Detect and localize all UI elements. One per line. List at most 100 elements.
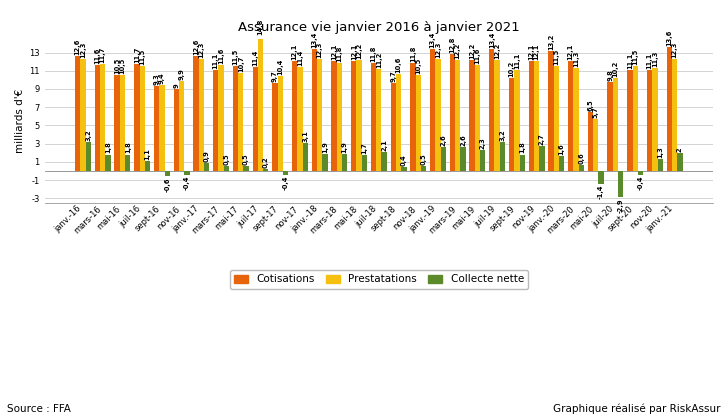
Bar — [440, 147, 446, 171]
Bar — [194, 56, 199, 171]
Text: 1,1: 1,1 — [144, 148, 151, 160]
Text: 6,5: 6,5 — [587, 99, 593, 111]
Bar — [154, 86, 159, 171]
Bar — [283, 171, 288, 175]
Text: 11,4: 11,4 — [297, 50, 303, 66]
Text: 12,2: 12,2 — [469, 42, 475, 59]
Bar — [657, 159, 663, 171]
Bar — [500, 142, 505, 171]
Bar — [529, 61, 534, 171]
Text: 0,5: 0,5 — [223, 154, 229, 165]
Text: 11,6: 11,6 — [218, 48, 224, 64]
Bar — [618, 171, 623, 197]
Bar — [559, 156, 564, 171]
Bar — [607, 82, 613, 171]
Title: Assurance vie janvier 2016 à janvier 2021: Assurance vie janvier 2016 à janvier 202… — [238, 20, 520, 33]
Text: Graphique réalisé par RiskAssur: Graphique réalisé par RiskAssur — [553, 403, 721, 414]
Text: 12,1: 12,1 — [331, 43, 337, 60]
Bar — [401, 167, 406, 171]
Bar — [489, 49, 494, 171]
Text: 0,5: 0,5 — [243, 154, 249, 165]
Bar — [376, 69, 381, 171]
Bar — [652, 68, 657, 171]
Text: 13,4: 13,4 — [488, 31, 495, 48]
Text: 12,2: 12,2 — [455, 42, 461, 59]
Text: 12,1: 12,1 — [534, 43, 539, 60]
Bar — [638, 171, 643, 175]
Text: 3,1: 3,1 — [302, 130, 308, 142]
Bar — [514, 70, 520, 171]
Text: 9: 9 — [173, 83, 179, 88]
Text: -0,4: -0,4 — [282, 176, 288, 190]
Text: 10,5: 10,5 — [119, 58, 125, 74]
Bar — [509, 78, 514, 171]
Text: 13,6: 13,6 — [666, 30, 673, 46]
Bar — [337, 64, 342, 171]
Bar — [297, 67, 303, 171]
Legend: Cotisations, Prestatations, Collecte nette: Cotisations, Prestatations, Collecte net… — [229, 270, 528, 289]
Text: 1,8: 1,8 — [105, 142, 111, 153]
Text: 11,8: 11,8 — [371, 46, 376, 62]
Bar — [598, 171, 604, 184]
Text: 10,4: 10,4 — [277, 59, 283, 75]
Bar — [548, 51, 554, 171]
Text: 12,3: 12,3 — [435, 41, 441, 58]
Text: 10,5: 10,5 — [415, 58, 422, 74]
Text: 11,3: 11,3 — [573, 51, 579, 67]
Bar — [494, 60, 500, 171]
Bar — [323, 154, 328, 171]
Text: 11,1: 11,1 — [646, 52, 652, 69]
Text: 14,8: 14,8 — [258, 19, 264, 35]
Text: 11,1: 11,1 — [627, 52, 633, 69]
Bar — [213, 70, 218, 171]
Text: 10,5: 10,5 — [114, 58, 120, 74]
Text: 11,1: 11,1 — [213, 52, 218, 69]
Bar — [593, 119, 598, 171]
Text: 11,7: 11,7 — [134, 47, 140, 63]
Text: 11,4: 11,4 — [252, 50, 258, 66]
Bar — [554, 66, 559, 171]
Text: 0,6: 0,6 — [578, 153, 585, 164]
Bar — [258, 36, 263, 171]
Text: 0,9: 0,9 — [204, 150, 210, 162]
Bar — [342, 154, 347, 171]
Text: -0,4: -0,4 — [184, 176, 190, 190]
Text: 2,6: 2,6 — [440, 135, 446, 146]
Bar — [613, 78, 618, 171]
Bar — [416, 75, 421, 171]
Text: 12,3: 12,3 — [198, 41, 205, 58]
Text: 1,7: 1,7 — [361, 143, 368, 154]
Bar — [381, 152, 387, 171]
Bar — [480, 150, 486, 171]
Text: 10,2: 10,2 — [509, 61, 515, 77]
Y-axis label: milliards d'€: milliards d'€ — [15, 89, 25, 153]
Text: 11,1: 11,1 — [514, 52, 520, 69]
Bar — [539, 146, 545, 171]
Text: 11,7: 11,7 — [100, 47, 106, 63]
Text: -0,4: -0,4 — [638, 176, 644, 190]
Text: 12,3: 12,3 — [317, 41, 323, 58]
Bar — [390, 83, 396, 171]
Bar — [460, 147, 466, 171]
Text: 10,2: 10,2 — [612, 61, 619, 77]
Bar — [165, 171, 170, 176]
Bar — [667, 47, 672, 171]
Bar — [199, 59, 204, 171]
Text: 2,3: 2,3 — [480, 137, 486, 149]
Bar — [174, 89, 179, 171]
Text: 9,4: 9,4 — [159, 72, 165, 84]
Text: 0,2: 0,2 — [263, 156, 269, 168]
Text: 13,2: 13,2 — [548, 33, 554, 50]
Bar — [587, 112, 593, 171]
Text: 12,6: 12,6 — [75, 39, 81, 55]
Bar — [362, 155, 367, 171]
Text: 1,9: 1,9 — [341, 141, 348, 153]
Bar — [351, 61, 357, 171]
Bar — [179, 81, 184, 171]
Text: 9,7: 9,7 — [272, 70, 278, 82]
Bar — [421, 166, 427, 171]
Text: 0,5: 0,5 — [421, 154, 427, 165]
Bar — [317, 59, 323, 171]
Text: 2: 2 — [677, 147, 683, 152]
Bar — [100, 64, 106, 171]
